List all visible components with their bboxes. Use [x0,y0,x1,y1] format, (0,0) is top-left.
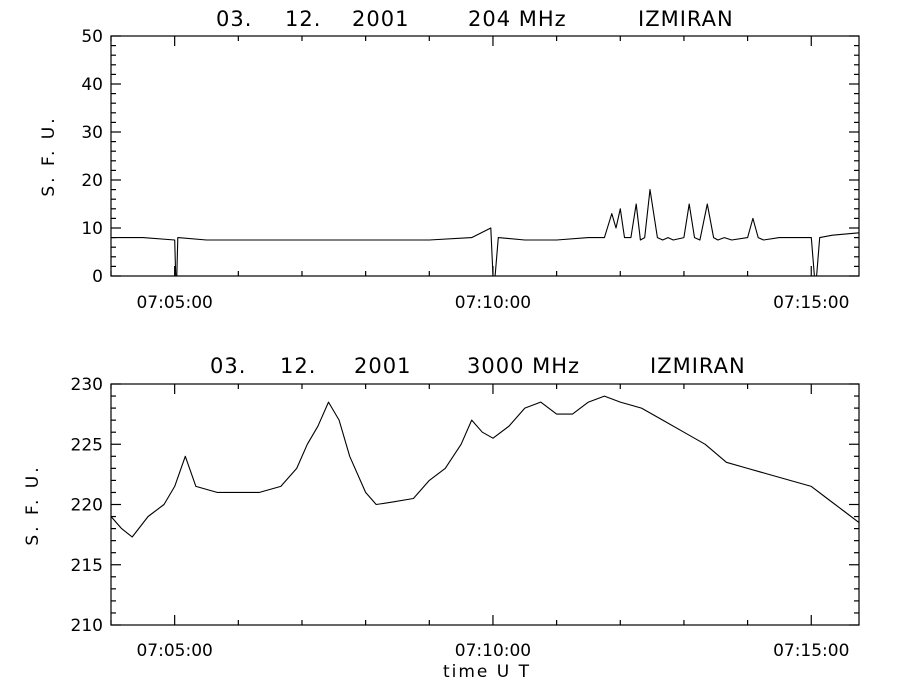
chart-title-date-year: 2001 [354,354,411,378]
x-tick-label: 07:10:00 [455,293,531,313]
chart-title-date-day: 03. [216,7,252,31]
y-tick-label: 40 [81,75,103,95]
y-tick-label: 10 [81,219,103,239]
chart-title-frequency: 3000 MHz [467,354,580,378]
y-ticks: 210 215 220 225 230 [71,375,859,636]
y-ticks: 0 10 20 30 40 50 [81,27,859,287]
y-tick-label: 30 [81,123,103,143]
x-ticks: 07:05:00 07:10:00 07:15:00 [110,384,849,661]
y-tick-label: 225 [71,435,103,455]
chart-title-date-month: 12. [285,7,321,31]
y-tick-label: 50 [81,27,103,47]
plot-frame [110,35,860,277]
chart-title-frequency: 204 MHz [468,7,567,31]
x-axis-label: time U T [443,662,531,682]
chart-title-date-year: 2001 [352,7,409,31]
x-tick-label: 07:15:00 [773,293,849,313]
chart-3000mhz: 03. 12. 2001 3000 MHz IZMIRAN S. F. U. 2… [23,354,860,682]
x-ticks: 07:05:00 07:10:00 07:15:00 [110,36,849,313]
y-tick-label: 230 [71,375,103,395]
chart-title-observatory: IZMIRAN [638,7,734,31]
x-tick-label: 07:05:00 [136,293,212,313]
y-axis-label: S. F. U. [23,464,43,545]
series-line [110,395,860,538]
y-tick-label: 0 [92,267,103,287]
y-tick-label: 215 [71,556,103,576]
x-tick-label: 07:15:00 [773,641,849,661]
x-tick-label: 07:10:00 [455,641,531,661]
series-line [111,189,860,277]
chart-204mhz: 03. 12. 2001 204 MHz IZMIRAN S. F. U. 0 1… [39,7,860,313]
y-tick-label: 210 [71,616,103,636]
y-tick-label: 20 [81,171,103,191]
y-tick-label: 220 [71,496,103,516]
chart-title-date-month: 12. [280,354,316,378]
chart-title-observatory: IZMIRAN [650,354,746,378]
y-axis-label: S. F. U. [39,115,59,196]
x-tick-label: 07:05:00 [136,641,212,661]
chart-title-date-day: 03. [210,354,246,378]
plot-frame [110,383,860,626]
